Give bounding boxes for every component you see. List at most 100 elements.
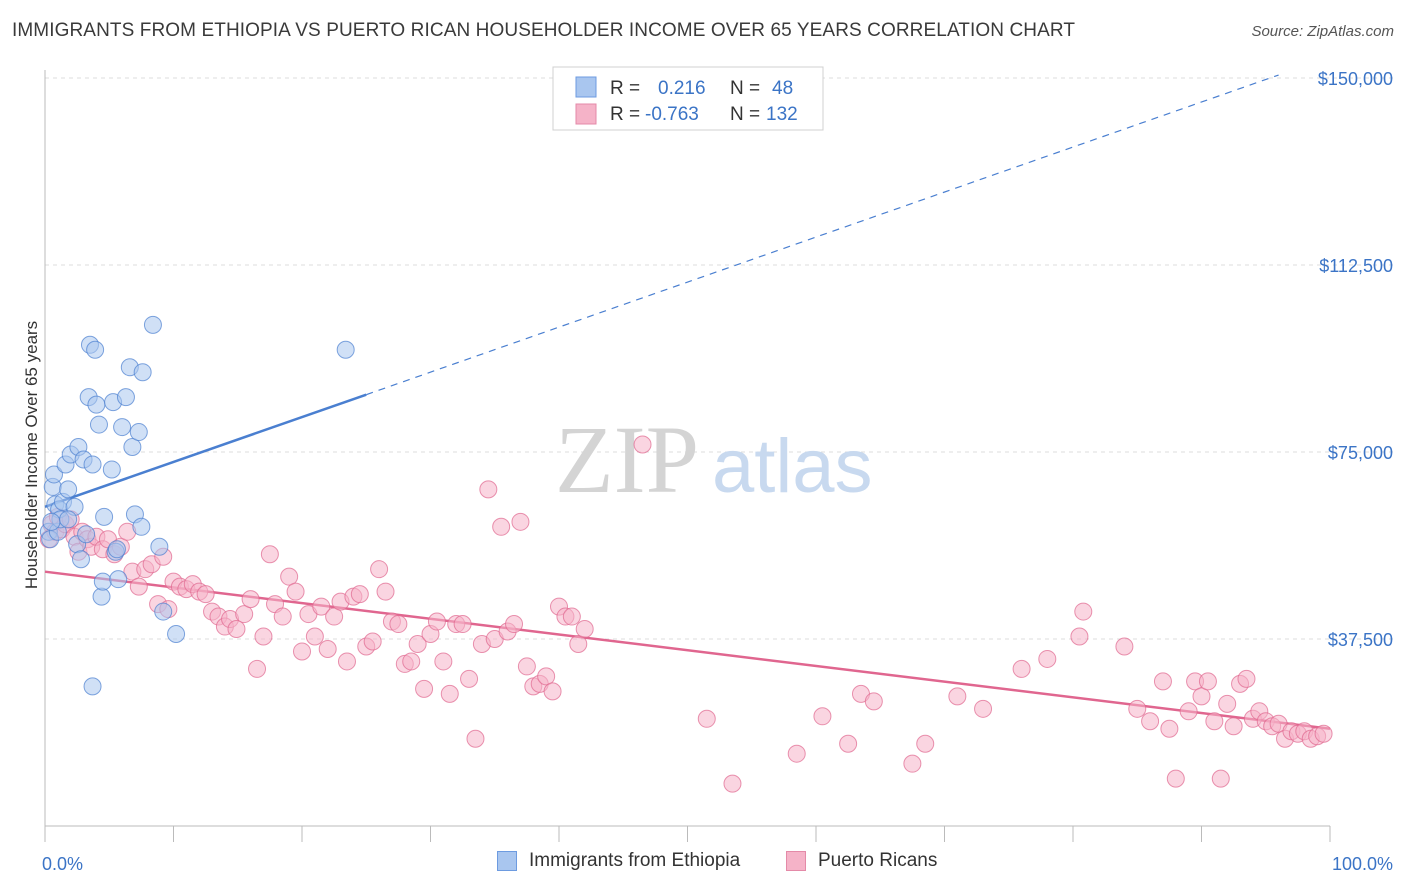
puerto-rican-point-37 xyxy=(241,590,260,609)
x-tick-label-0: 0.0% xyxy=(42,854,83,874)
puerto-rican-point-52 xyxy=(337,652,356,671)
legend-n-label-2: N = xyxy=(730,104,760,125)
puerto-rican-point-74 xyxy=(479,480,498,499)
puerto-rican-point-56 xyxy=(363,632,382,651)
ethiopia-point-31 xyxy=(113,418,132,437)
puerto-rican-point-76 xyxy=(492,517,511,536)
puerto-rican-point-117 xyxy=(1211,769,1230,788)
puerto-rican-point-58 xyxy=(376,582,395,601)
puerto-rican-point-98 xyxy=(903,754,922,773)
puerto-rican-point-38 xyxy=(248,659,267,678)
ethiopia-point-15 xyxy=(71,550,90,569)
legend-n-label-1: N = xyxy=(730,78,760,99)
chart-title: IMMIGRANTS FROM ETHIOPIA VS PUERTO RICAN… xyxy=(12,20,1076,41)
axes xyxy=(44,70,1331,842)
puerto-rican-point-63 xyxy=(408,634,427,653)
watermark-zip: ZIP xyxy=(555,406,699,513)
puerto-rican-point-79 xyxy=(511,512,530,531)
legend-n-value-2: 132 xyxy=(766,104,798,125)
ethiopia-point-37 xyxy=(132,517,151,536)
puerto-rican-point-100 xyxy=(948,687,967,706)
puerto-rican-point-64 xyxy=(415,679,434,698)
puerto-rican-point-66 xyxy=(427,612,446,631)
ethiopia-point-10 xyxy=(59,480,78,499)
puerto-rican-point-70 xyxy=(453,615,472,634)
puerto-rican-point-36 xyxy=(235,605,254,624)
puerto-rican-point-91 xyxy=(697,709,716,728)
puerto-rican-point-94 xyxy=(813,707,832,726)
puerto-rican-point-42 xyxy=(273,607,292,626)
legend-swatch-ethiopia xyxy=(575,76,597,98)
bottom-legend-item-ethiopia[interactable]: Immigrants from Ethiopia xyxy=(497,850,740,872)
puerto-rican-point-95 xyxy=(839,734,858,753)
puerto-rican-point-101 xyxy=(974,699,993,718)
ethiopia-point-21 xyxy=(86,340,105,359)
ethiopia-point-3 xyxy=(44,465,63,484)
y-axis-label: Householder Income Over 65 years xyxy=(22,321,41,589)
puerto-rican-point-104 xyxy=(1070,627,1089,646)
legend-r-value-1: 0.216 xyxy=(658,78,706,99)
tick-labels: $37,500 $75,000 $112,500 $150,000 0.0% 100.0% xyxy=(42,69,1393,874)
puerto-rican-point-97 xyxy=(864,692,883,711)
puerto-rican-point-54 xyxy=(350,585,369,604)
puerto-rican-point-45 xyxy=(293,642,311,661)
ethiopia-point-46 xyxy=(59,510,78,529)
legend-n-value-1: 48 xyxy=(772,78,793,99)
ethiopia-point-32 xyxy=(116,388,135,407)
puerto-rican-point-44 xyxy=(286,582,305,601)
puerto-rican-point-19 xyxy=(129,577,148,596)
ethiopia-point-24 xyxy=(92,587,111,606)
puerto-rican-point-57 xyxy=(370,560,389,579)
puerto-rican-point-110 xyxy=(1160,719,1179,738)
puerto-rican-point-118 xyxy=(1218,694,1237,713)
bottom-legend-item-puerto-rican[interactable]: Puerto Ricans xyxy=(786,850,937,872)
puerto-rican-point-103 xyxy=(1038,649,1057,668)
legend-r-value-2: -0.763 xyxy=(645,104,699,125)
ethiopia-point-40 xyxy=(150,537,169,556)
puerto-rican-point-84 xyxy=(543,682,562,701)
ethiopia-point-39 xyxy=(143,315,162,334)
puerto-rican-point-106 xyxy=(1115,637,1134,656)
ethiopia-point-34 xyxy=(123,438,142,457)
puerto-rican-point-119 xyxy=(1224,717,1243,736)
puerto-rican-point-107 xyxy=(1128,699,1147,718)
puerto-rican-point-112 xyxy=(1179,702,1198,721)
ethiopia-point-41 xyxy=(154,602,173,621)
puerto-rican-point-105 xyxy=(1074,602,1093,621)
ethiopia-point-26 xyxy=(95,507,114,526)
ethiopia-trendline xyxy=(44,393,367,509)
legend-r-label-2: R = xyxy=(610,104,640,125)
puerto-rican-point-30 xyxy=(196,585,215,604)
y-tick-label-1: $75,000 xyxy=(1328,443,1393,463)
puerto-rican-point-68 xyxy=(440,684,459,703)
bottom-legend: Immigrants from Ethiopia Puerto Ricans xyxy=(0,850,1406,880)
puerto-rican-point-49 xyxy=(318,639,337,658)
y-tick-label-0: $37,500 xyxy=(1328,630,1393,650)
puerto-rican-point-90 xyxy=(633,435,652,454)
ethiopia-point-22 xyxy=(87,395,106,414)
ethiopia-point-45 xyxy=(42,512,61,531)
puerto-rican-point-89 xyxy=(575,620,594,639)
ethiopia-point-25 xyxy=(93,572,112,591)
puerto-rican-point-62 xyxy=(402,652,421,671)
ethiopia-point-43 xyxy=(83,677,102,696)
bottom-legend-label-puerto-rican: Puerto Ricans xyxy=(818,850,938,871)
puerto-rican-point-102 xyxy=(1012,659,1031,678)
puerto-rican-point-35 xyxy=(227,620,246,639)
puerto-rican-point-87 xyxy=(562,607,581,626)
puerto-rican-point-133 xyxy=(1314,724,1333,743)
legend-r-label-1: R = xyxy=(610,78,640,99)
puerto-rican-point-67 xyxy=(434,652,453,671)
source-label: Source: ZipAtlas.com xyxy=(1251,23,1394,40)
bottom-legend-swatch-puerto-rican xyxy=(786,851,806,871)
puerto-rican-point-39 xyxy=(254,627,273,646)
puerto-rican-point-72 xyxy=(466,729,485,748)
legend-box: R = 0.216 N = 48 R = -0.763 N = 132 xyxy=(552,66,824,131)
puerto-rican-point-115 xyxy=(1198,672,1217,691)
ethiopia-trendline-extension xyxy=(366,74,1279,396)
ethiopia-point-27 xyxy=(102,460,121,479)
puerto-rican-point-108 xyxy=(1141,712,1160,731)
ethiopia-point-44 xyxy=(336,340,355,359)
watermark-atlas: atlas xyxy=(712,424,873,509)
